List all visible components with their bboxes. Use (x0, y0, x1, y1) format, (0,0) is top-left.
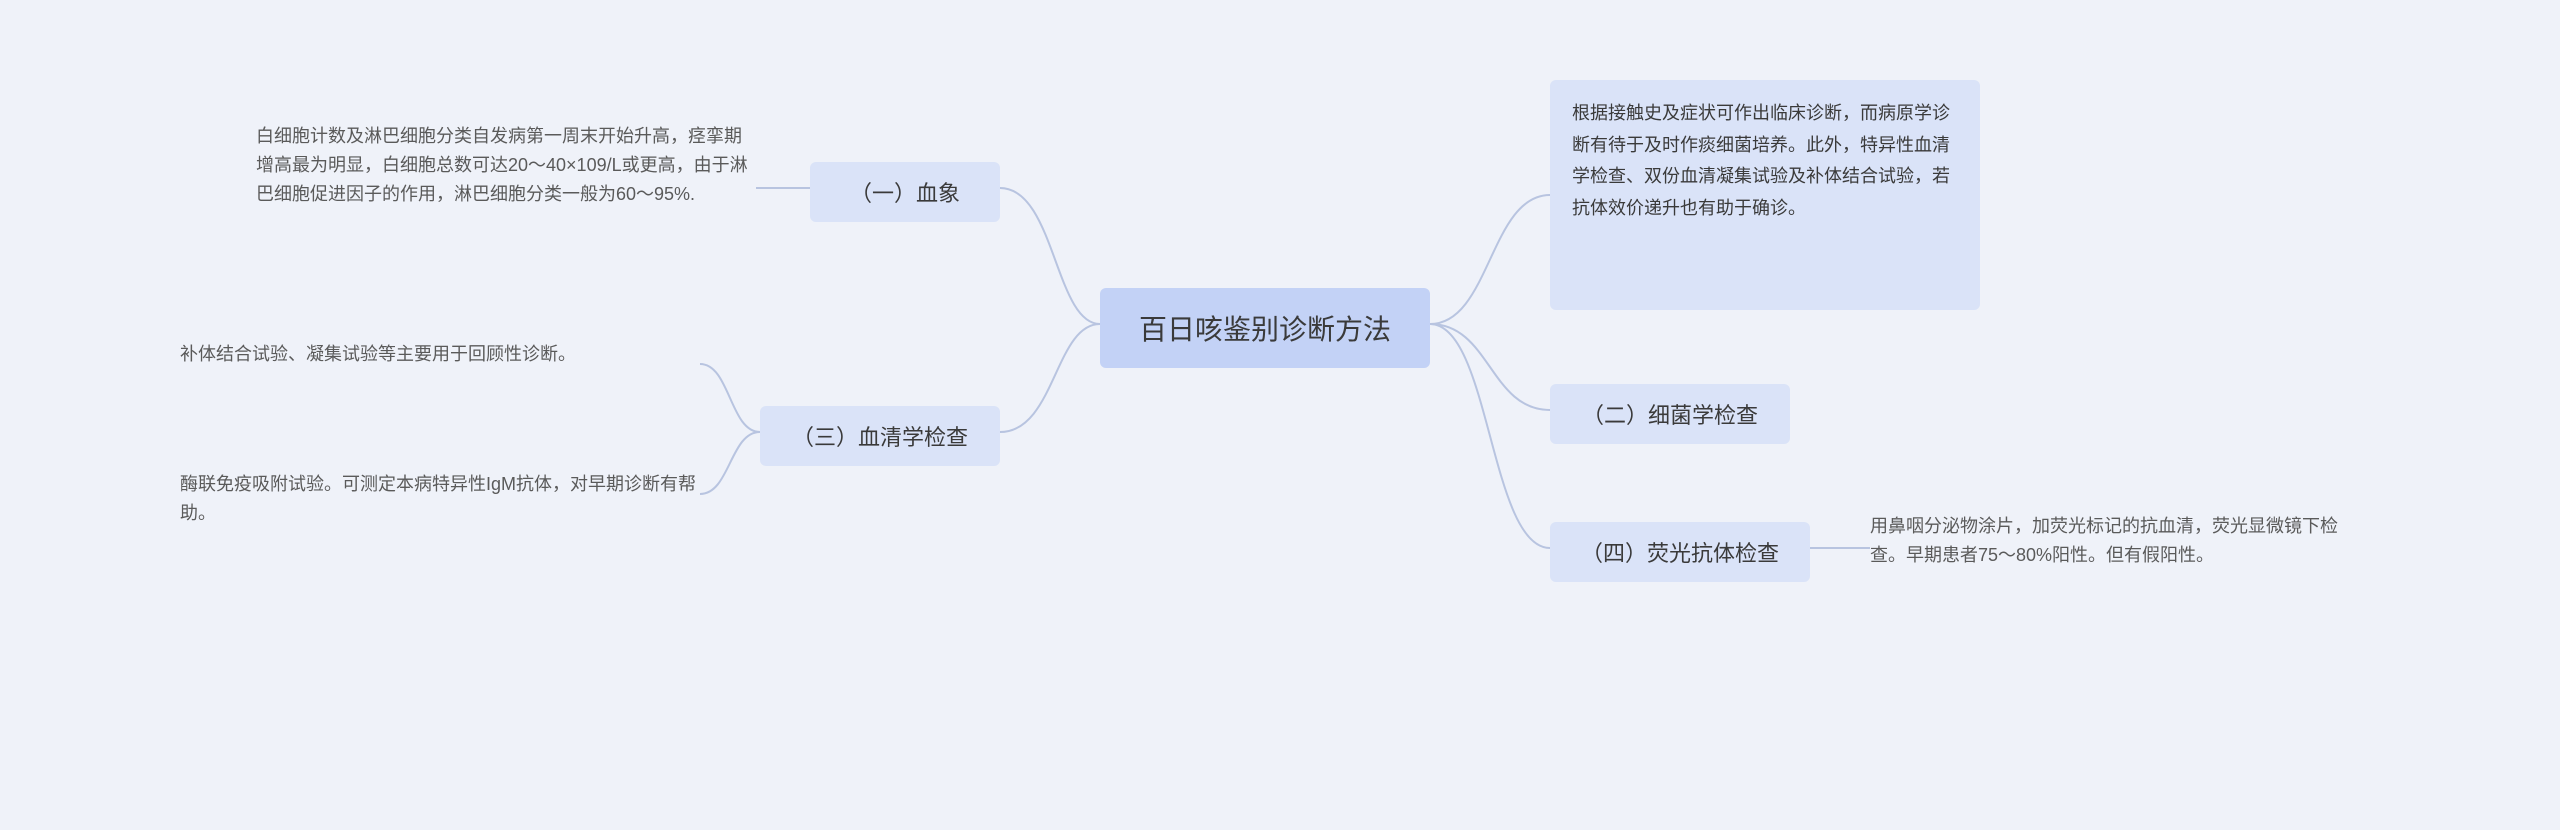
leaf-fluorescent-antibody-detail: 用鼻咽分泌物涂片，加荧光标记的抗血清，荧光显微镜下检查。早期患者75～80%阳性… (1870, 508, 2350, 598)
branch-bacteriology: （二）细菌学检查 (1550, 384, 1790, 444)
leaf-serology-a: 补体结合试验、凝集试验等主要用于回顾性诊断。 (180, 336, 700, 396)
branch-serology: （三）血清学检查 (760, 406, 1000, 466)
leaf-serology-b: 酶联免疫吸附试验。可测定本病特异性IgM抗体，对早期诊断有帮助。 (180, 466, 700, 532)
leaf-blood-picture-detail: 白细胞计数及淋巴细胞分类自发病第一周末开始升高，痉挛期增高最为明显，白细胞总数可… (256, 118, 756, 258)
center-node: 百日咳鉴别诊断方法 (1100, 288, 1430, 368)
branch-fluorescent-antibody: （四）荧光抗体检查 (1550, 522, 1810, 582)
intro-box: 根据接触史及症状可作出临床诊断，而病原学诊断有待于及时作痰细菌培养。此外，特异性… (1550, 80, 1980, 310)
branch-blood-picture: （一）血象 (810, 162, 1000, 222)
